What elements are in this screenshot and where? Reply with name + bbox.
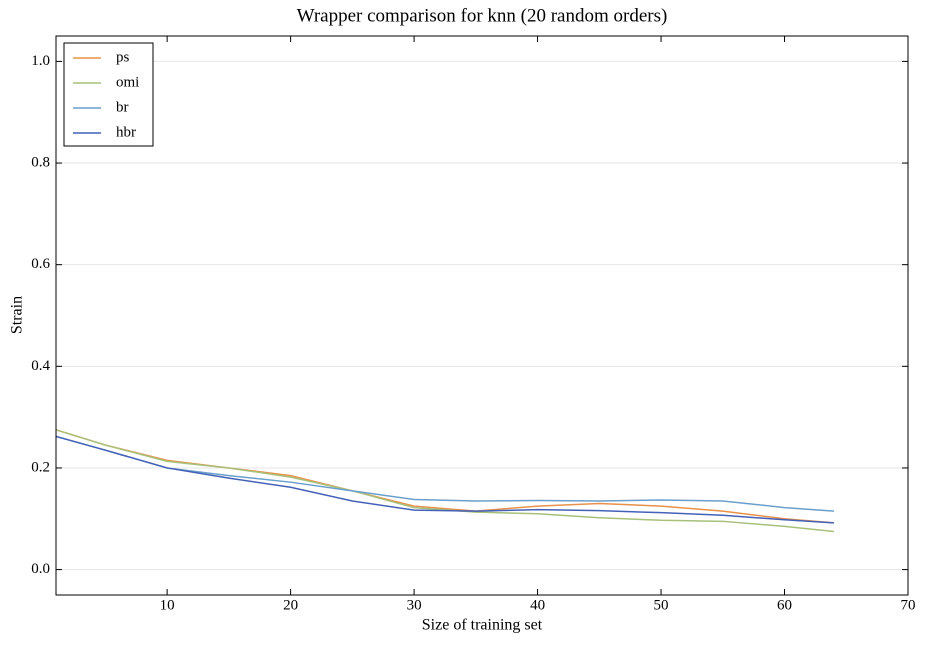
x-tick-label: 70	[901, 597, 916, 613]
legend-label: ps	[116, 49, 130, 65]
y-tick-label: 0.8	[31, 154, 50, 170]
y-tick-label: 0.2	[31, 459, 50, 475]
series-line	[55, 435, 834, 524]
series-line	[55, 429, 834, 524]
x-tick-label: 10	[160, 597, 175, 613]
x-tick-label: 60	[777, 597, 792, 613]
y-tick-label: 0.4	[31, 358, 50, 374]
chart-title: Wrapper comparison for knn (20 random or…	[297, 5, 668, 26]
x-tick-label: 30	[407, 597, 422, 613]
plot-frame	[55, 35, 909, 596]
y-tick-label: 1.0	[31, 53, 50, 69]
y-axis-label: Strain	[9, 296, 26, 334]
legend-box	[63, 42, 154, 147]
legend-label: omi	[116, 74, 139, 90]
y-tick-label: 0.0	[31, 561, 50, 577]
legend-label: hbr	[116, 124, 136, 140]
x-axis-label: Size of training set	[422, 617, 543, 634]
x-tick-label: 50	[654, 597, 669, 613]
series-line	[55, 435, 834, 512]
legend-label: br	[116, 99, 129, 115]
x-tick-label: 40	[530, 597, 545, 613]
series-line	[55, 429, 834, 533]
y-tick-label: 0.6	[31, 256, 50, 272]
x-tick-label: 20	[283, 597, 298, 613]
